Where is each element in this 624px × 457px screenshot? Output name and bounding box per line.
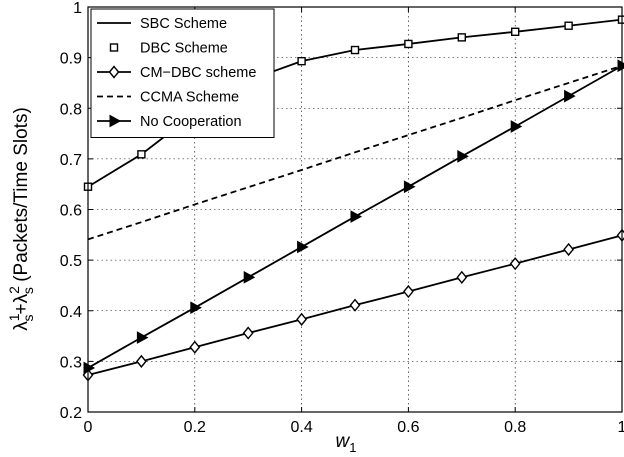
y-tick-label: 0.3 <box>60 354 82 371</box>
data-point <box>350 210 363 223</box>
legend-marker <box>108 65 120 79</box>
data-point <box>242 326 254 340</box>
x-tick-label: 1 <box>618 419 624 436</box>
data-point <box>563 242 575 257</box>
data-point <box>403 180 416 194</box>
x-axis-label-main: w <box>336 431 351 452</box>
legend-marker <box>109 43 119 52</box>
y-axis-label-sub1: s <box>20 314 36 321</box>
data-point <box>135 354 147 368</box>
data-point <box>190 301 202 315</box>
series-cm-dbc-scheme <box>82 228 624 382</box>
y-axis-label-plus: +λ <box>11 293 32 314</box>
legend-label: DBC Scheme <box>140 41 228 57</box>
data-point <box>510 120 523 133</box>
legend: SBC Scheme DBC Scheme CM−DBC scheme CCMA Sc… <box>90 8 275 138</box>
legend-item: No Cooperation <box>97 114 242 130</box>
data-point <box>404 39 413 49</box>
data-point <box>564 89 576 103</box>
x-tick-label: 0.8 <box>504 419 526 436</box>
data-point <box>189 340 201 354</box>
y-axis-label-sup2: 2 <box>6 286 22 294</box>
y-axis-label-sub2: s <box>20 287 36 294</box>
x-tick-label: 0 <box>84 419 93 436</box>
legend-label: CCMA Scheme <box>140 90 239 106</box>
data-point <box>617 59 624 73</box>
data-point <box>83 361 96 375</box>
data-point <box>297 56 306 66</box>
data-point <box>511 27 520 37</box>
y-tick-label: 1 <box>73 0 82 17</box>
data-point <box>617 15 624 24</box>
series-no-cooperation <box>83 59 624 375</box>
x-axis-label: w1 <box>336 431 357 455</box>
y-tick-label: 0.8 <box>60 101 82 118</box>
data-point <box>616 228 624 242</box>
legend-item: CCMA Scheme <box>97 90 239 106</box>
data-point <box>297 240 309 254</box>
data-point <box>136 331 149 344</box>
legend-label: CM−DBC scheme <box>140 65 256 81</box>
data-point <box>243 270 256 284</box>
legend-label: SBC Scheme <box>140 16 227 32</box>
series-ccma-scheme <box>87 64 623 241</box>
y-tick-label: 0.6 <box>60 203 82 220</box>
data-point <box>457 149 469 163</box>
legend-marker <box>109 114 122 128</box>
y-axis-label: λ1s+λ2s (Packets/Time Slots) <box>6 107 36 331</box>
data-point <box>402 284 414 299</box>
y-tick-label: 0.9 <box>60 51 82 68</box>
legend-item: DBC Scheme <box>109 41 228 57</box>
y-tick-label: 0.2 <box>60 405 82 422</box>
x-axis-label-subscript: 1 <box>349 440 356 455</box>
x-tick-label: 0.4 <box>290 419 312 436</box>
legend-item: SBC Scheme <box>97 16 227 32</box>
y-tick-label: 0.4 <box>60 304 82 321</box>
ticks: 0 0.2 0.4 0.6 0.8 10.20.30.40.50.60.70.80.91 <box>60 0 624 436</box>
data-point <box>564 21 573 30</box>
data-point <box>349 298 361 312</box>
data-point <box>457 33 466 42</box>
y-axis-label-sup1: 1 <box>6 313 22 321</box>
data-point <box>137 150 146 159</box>
y-tick-label: 0.7 <box>60 152 82 169</box>
data-point <box>350 45 360 55</box>
data-point <box>509 257 521 271</box>
data-point <box>456 270 468 284</box>
y-axis-label-lambda1: λ <box>11 321 32 331</box>
legend-item: CM−DBC scheme <box>97 65 256 81</box>
series-line <box>87 64 623 241</box>
y-axis-label-units: (Packets/Time Slots) <box>11 107 32 287</box>
legend-label: No Cooperation <box>140 114 242 130</box>
y-tick-label: 0.5 <box>60 253 82 270</box>
data-point <box>296 312 308 326</box>
legend-box <box>90 8 275 138</box>
x-tick-label: 0.6 <box>397 419 419 436</box>
x-tick-label: 0.2 <box>184 419 206 436</box>
